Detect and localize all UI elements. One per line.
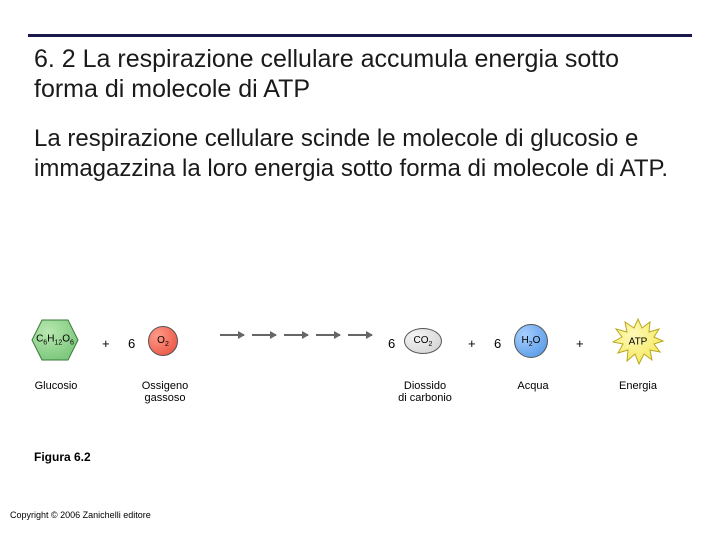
glucose-formula: C6H12O6 (36, 334, 74, 347)
arrow-icon (220, 334, 244, 336)
co2-molecule: CO2 (404, 328, 442, 354)
atp-molecule: ATP (612, 318, 664, 366)
copyright-text: Copyright © 2006 Zanichelli editore (10, 510, 151, 520)
top-divider-rule (28, 34, 692, 37)
co2-label: Diossidodi carbonio (388, 380, 462, 404)
glucose-label: Glucosio (30, 380, 82, 392)
circle-icon: O2 (148, 326, 178, 356)
ellipse-icon: CO2 (404, 328, 442, 354)
hexagon-icon: C6H12O6 (30, 318, 80, 362)
plus-sign-2: + (468, 336, 476, 351)
water-molecule: H2O (514, 324, 548, 358)
arrow-icon (316, 334, 340, 336)
arrow-icon (348, 334, 372, 336)
coefficient-o2: 6 (128, 336, 135, 351)
reaction-diagram: C6H12O6 Glucosio + 6 O2 Ossigenogassoso … (30, 318, 700, 438)
starburst-icon: ATP (612, 318, 664, 366)
glucose-molecule: C6H12O6 (30, 318, 80, 362)
arrow-icon (284, 334, 308, 336)
body-paragraph: La respirazione cellulare scinde le mole… (34, 124, 684, 184)
reaction-arrows (220, 334, 380, 354)
coefficient-co2: 6 (388, 336, 395, 351)
water-formula: H2O (522, 335, 541, 348)
atp-formula: ATP (629, 337, 648, 348)
section-heading: 6. 2 La respirazione cellulare accumula … (34, 44, 674, 104)
co2-formula: CO2 (414, 335, 433, 348)
figure-caption: Figura 6.2 (34, 450, 91, 464)
atp-label: Energia (612, 380, 664, 392)
oxygen-molecule: O2 (148, 326, 178, 356)
arrow-icon (252, 334, 276, 336)
oxygen-formula: O2 (157, 335, 169, 348)
oxygen-label: Ossigenogassoso (130, 380, 200, 404)
plus-sign-1: + (102, 336, 110, 351)
circle-icon: H2O (514, 324, 548, 358)
plus-sign-3: + (576, 336, 584, 351)
water-label: Acqua (510, 380, 556, 392)
coefficient-h2o: 6 (494, 336, 501, 351)
